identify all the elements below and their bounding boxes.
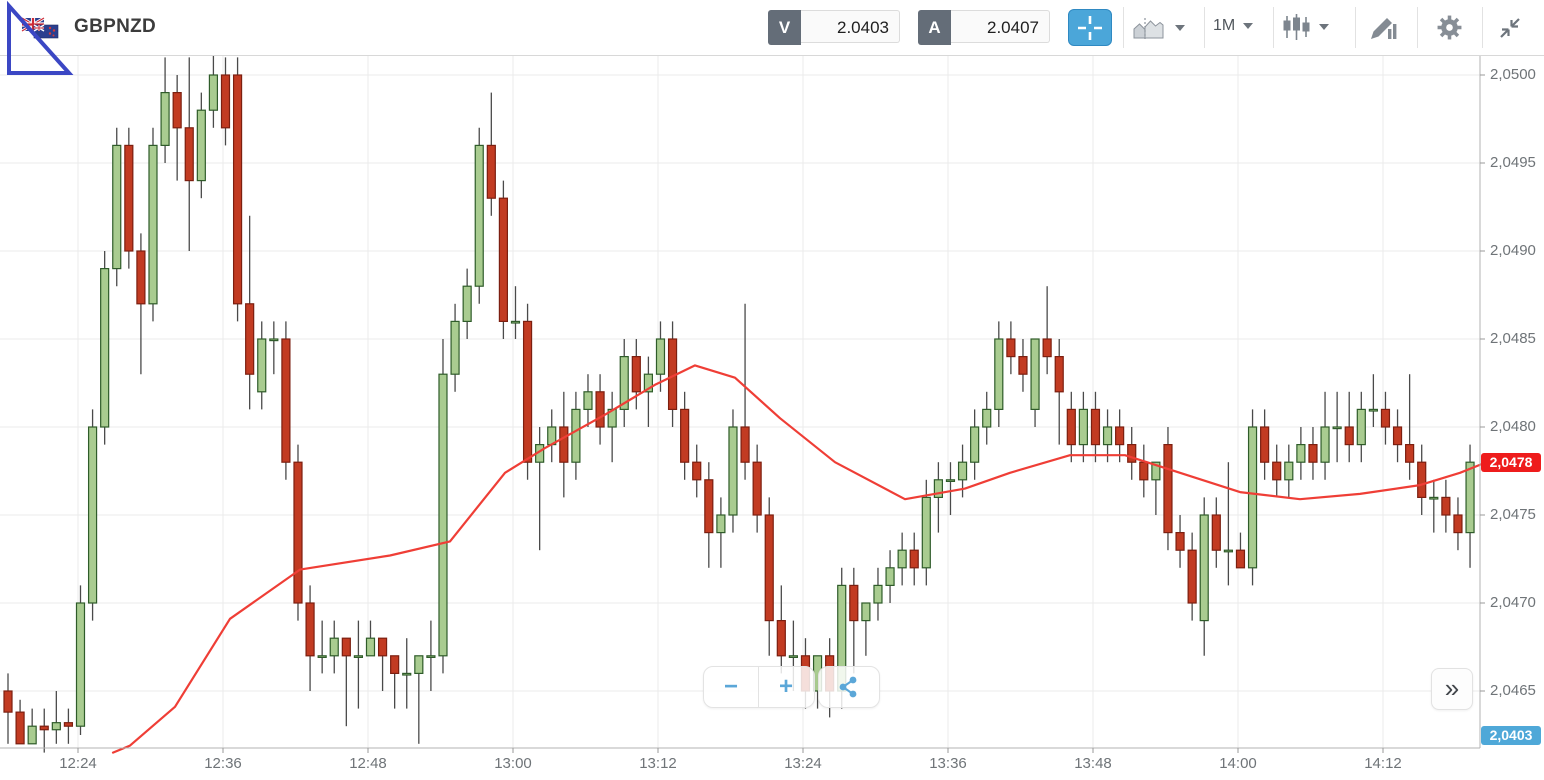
- price-axis-label: 2,0465: [1490, 682, 1536, 699]
- expand-panel-button[interactable]: »: [1431, 668, 1473, 710]
- toolbar-separator: [1273, 7, 1274, 48]
- share-icon: [839, 676, 857, 698]
- draw-indicator-icon: [1371, 18, 1397, 39]
- chevron-down-icon: [1243, 23, 1254, 29]
- time-axis-label: 13:36: [929, 755, 967, 772]
- last-price-badge: 2,0478: [1481, 452, 1541, 472]
- candle-style-dropdown[interactable]: [1283, 13, 1329, 41]
- panel-divider: [758, 667, 759, 707]
- price-axis-label: 2,0480: [1490, 418, 1536, 435]
- price-axis: 2,0500 2,0495 2,0490 2,0485 2,0480 2,0475 2,04…: [1480, 0, 1544, 780]
- time-axis-label: 13:00: [494, 755, 532, 772]
- timeframe-dropdown[interactable]: 1M: [1213, 17, 1254, 35]
- toolbar-separator: [1123, 7, 1124, 48]
- price-axis-label: 2,0485: [1490, 330, 1536, 347]
- triangle-annotation[interactable]: [0, 0, 90, 90]
- crosshair-button[interactable]: [1068, 9, 1112, 46]
- share-button[interactable]: [818, 666, 880, 708]
- candlestick-type-icon: [1283, 14, 1310, 40]
- time-axis-label: 14:00: [1219, 755, 1257, 772]
- zoom-panel: − +: [703, 666, 815, 708]
- time-axis-label: 14:12: [1364, 755, 1402, 772]
- chart-header: GBPNZD V 2.0403 A 2.0407: [0, 0, 1544, 56]
- collapse-icon: [1500, 18, 1520, 38]
- sell-label: V: [768, 10, 801, 45]
- chart-compare-icon: [1133, 18, 1164, 39]
- draw-indicator-button[interactable]: [1369, 15, 1399, 41]
- sell-price-button[interactable]: V 2.0403: [768, 10, 900, 45]
- sell-price-badge: 2,0403: [1481, 726, 1541, 745]
- sell-price-value: 2.0403: [801, 10, 900, 43]
- buy-price-value: 2.0407: [951, 10, 1050, 43]
- crosshair-icon: [1078, 15, 1102, 40]
- time-axis-label: 12:48: [349, 755, 387, 772]
- collapse-chart-button[interactable]: [1498, 16, 1522, 40]
- uk-flag: [21, 16, 45, 33]
- buy-price-button[interactable]: A 2.0407: [918, 10, 1050, 45]
- zoom-out-button[interactable]: −: [723, 673, 738, 700]
- time-axis: 12:24 12:36 12:48 13:00 13:12 13:24 13:36 13:48…: [0, 748, 1480, 780]
- nz-flag: [33, 24, 59, 39]
- chevron-down-icon: [1175, 25, 1185, 31]
- gbpnzd-flag-icon: [19, 15, 61, 46]
- price-axis-label: 2,0495: [1490, 154, 1536, 171]
- chart-type-dropdown[interactable]: [1133, 16, 1185, 40]
- time-axis-label: 12:36: [204, 755, 242, 772]
- price-axis-label: 2,0500: [1490, 66, 1536, 83]
- toolbar-separator: [1417, 7, 1418, 48]
- gear-icon: [1437, 15, 1462, 40]
- price-axis-label: 2,0470: [1490, 594, 1536, 611]
- timeframe-label: 1M: [1213, 17, 1236, 34]
- toolbar-separator: [1482, 7, 1483, 48]
- toolbar-separator: [1204, 7, 1205, 48]
- toolbar-separator: [1355, 7, 1356, 48]
- price-axis-label: 2,0475: [1490, 506, 1536, 523]
- buy-label: A: [918, 10, 951, 45]
- zoom-in-button[interactable]: +: [778, 673, 793, 700]
- page-title: GBPNZD: [74, 16, 157, 37]
- time-axis-label: 13:48: [1074, 755, 1112, 772]
- settings-button[interactable]: [1436, 14, 1463, 41]
- price-axis-label: 2,0490: [1490, 242, 1536, 259]
- chevron-down-icon: [1319, 24, 1329, 30]
- time-axis-label: 13:12: [639, 755, 677, 772]
- time-axis-label: 12:24: [59, 755, 97, 772]
- time-axis-label: 13:24: [784, 755, 822, 772]
